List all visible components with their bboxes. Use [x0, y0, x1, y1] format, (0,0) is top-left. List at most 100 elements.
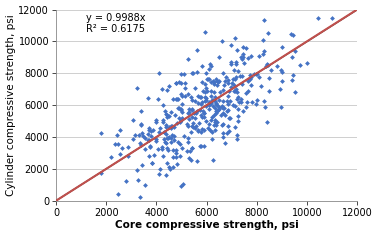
Point	[160, 103, 166, 107]
Point	[224, 100, 230, 103]
Point	[160, 121, 166, 124]
Point	[222, 80, 228, 83]
Point	[212, 128, 218, 132]
Point	[194, 48, 200, 52]
Point	[251, 72, 257, 76]
Point	[253, 103, 259, 106]
Point	[219, 105, 225, 109]
Point	[256, 75, 262, 79]
Point	[189, 116, 195, 119]
Point	[169, 133, 175, 136]
Point	[197, 109, 203, 112]
Point	[178, 92, 184, 96]
Point	[200, 80, 206, 83]
Point	[178, 118, 184, 122]
Point	[138, 143, 144, 147]
Point	[136, 133, 142, 137]
Point	[206, 103, 212, 106]
Point	[140, 134, 146, 138]
Point	[207, 128, 213, 131]
Point	[264, 120, 270, 124]
Point	[156, 130, 162, 133]
Point	[135, 178, 141, 181]
Point	[160, 118, 166, 122]
Point	[239, 74, 245, 78]
Point	[161, 137, 167, 141]
Point	[166, 125, 172, 129]
Point	[202, 95, 208, 98]
Point	[220, 131, 226, 135]
Point	[211, 123, 217, 127]
Point	[204, 77, 210, 81]
Point	[180, 182, 186, 185]
Point	[153, 120, 159, 124]
Point	[210, 79, 216, 83]
Point	[231, 68, 237, 72]
Point	[211, 80, 217, 84]
Point	[184, 149, 190, 153]
Point	[164, 115, 170, 118]
Point	[222, 142, 228, 145]
Point	[198, 102, 204, 106]
Point	[192, 99, 198, 103]
Point	[186, 156, 192, 160]
Point	[203, 104, 209, 108]
Point	[215, 80, 221, 84]
Point	[137, 195, 143, 199]
Point	[174, 121, 180, 125]
Point	[163, 173, 169, 177]
Point	[170, 148, 176, 152]
Point	[235, 114, 241, 118]
Point	[214, 120, 220, 123]
Point	[210, 104, 216, 108]
Point	[240, 45, 246, 49]
Point	[155, 97, 161, 101]
Point	[189, 98, 195, 102]
Point	[146, 128, 152, 132]
Point	[197, 96, 203, 99]
Point	[225, 78, 231, 82]
Point	[146, 126, 152, 130]
Point	[242, 91, 248, 95]
Point	[240, 56, 246, 59]
Point	[209, 98, 215, 102]
Point	[159, 147, 165, 151]
Point	[263, 64, 270, 68]
Point	[231, 83, 237, 87]
Point	[202, 90, 208, 94]
Point	[264, 62, 270, 66]
Point	[156, 172, 162, 176]
Point	[247, 77, 253, 81]
Point	[147, 145, 153, 149]
Point	[202, 99, 208, 103]
Point	[194, 70, 200, 74]
Point	[290, 34, 296, 37]
Point	[229, 81, 235, 85]
Point	[215, 108, 221, 112]
Point	[245, 89, 251, 93]
Point	[205, 77, 211, 80]
Point	[217, 90, 223, 94]
Point	[138, 163, 144, 166]
Point	[235, 107, 241, 110]
Point	[212, 118, 218, 122]
Point	[182, 81, 188, 84]
Point	[213, 103, 219, 106]
Point	[147, 134, 153, 138]
Point	[216, 105, 222, 109]
Point	[177, 142, 183, 146]
Point	[221, 106, 227, 110]
Point	[108, 155, 114, 159]
Point	[119, 146, 125, 150]
Point	[164, 161, 170, 165]
Point	[238, 100, 244, 104]
Point	[265, 63, 271, 67]
Point	[186, 110, 192, 114]
Point	[192, 116, 198, 120]
Point	[198, 130, 204, 134]
Point	[193, 125, 199, 128]
Point	[175, 97, 181, 101]
Point	[262, 99, 268, 103]
Point	[159, 145, 165, 149]
Point	[115, 193, 121, 196]
